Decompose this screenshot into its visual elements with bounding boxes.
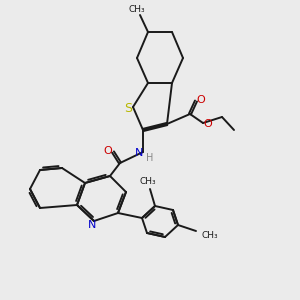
Text: CH₃: CH₃ <box>202 230 218 239</box>
Text: CH₃: CH₃ <box>129 5 145 14</box>
Text: CH₃: CH₃ <box>140 176 156 185</box>
Text: O: O <box>103 146 112 156</box>
Text: H: H <box>146 153 154 163</box>
Text: S: S <box>124 101 132 115</box>
Text: N: N <box>135 148 143 158</box>
Text: N: N <box>88 220 96 230</box>
Text: O: O <box>196 95 206 105</box>
Text: O: O <box>204 119 212 129</box>
